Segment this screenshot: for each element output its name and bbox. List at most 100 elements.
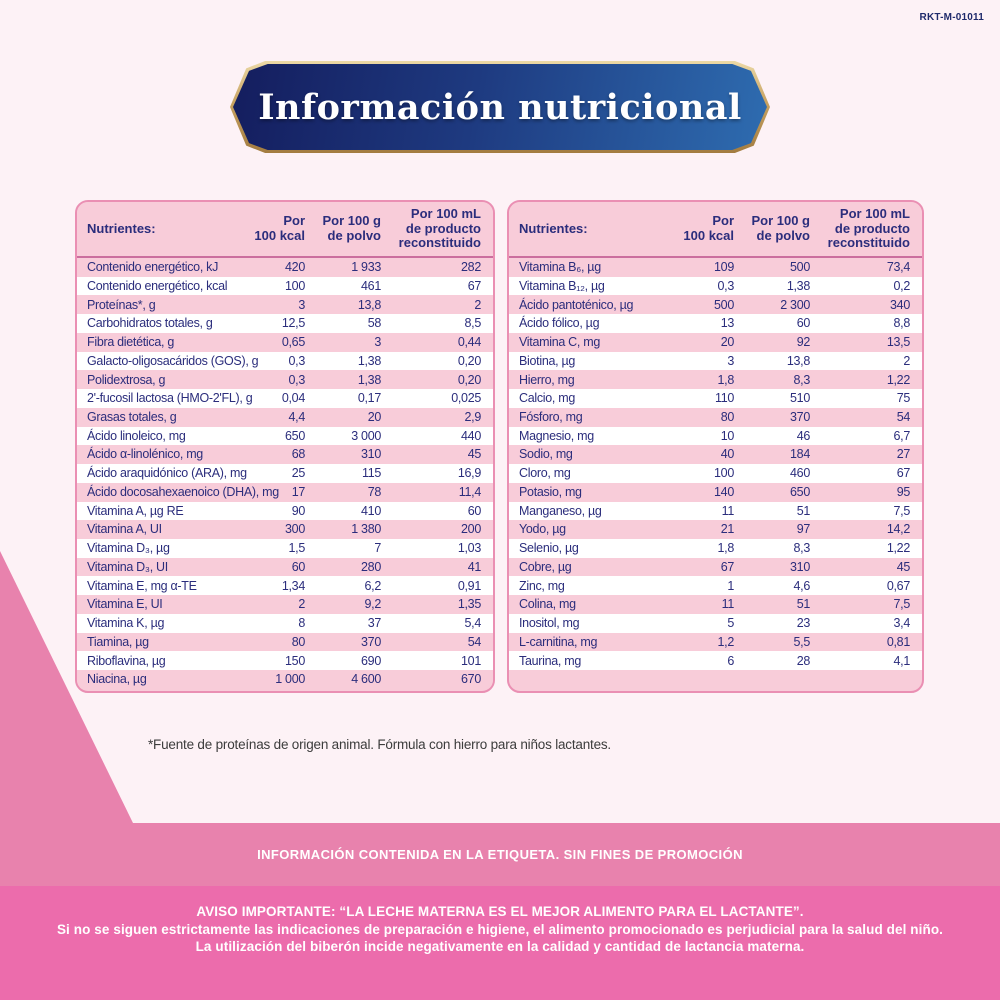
table-row: Fósforo, mg 80 370 54 — [509, 407, 922, 427]
table-row: Cloro, mg 100 460 67 — [509, 464, 922, 483]
table-row: Calcio, mg 110 510 75 — [509, 389, 922, 408]
header-nutrients: Nutrientes: — [87, 220, 156, 236]
value-per-100kcal: 1,2 — [717, 634, 735, 649]
table-row: Vitamina B₁₂, µg 0,3 1,38 0,2 — [509, 276, 922, 296]
value-per-100kcal: 150 — [285, 653, 305, 668]
value-per-100ml-reconstituted: 0,025 — [451, 391, 481, 406]
nutrient-name: Vitamina K, µg — [87, 616, 165, 631]
nutrient-name: Colina, mg — [519, 597, 576, 612]
nutrient-name: Cloro, mg — [519, 466, 571, 481]
value-per-100kcal: 0,3 — [288, 353, 306, 368]
nutrient-name: Contenido energético, kJ — [87, 260, 219, 275]
value-per-100kcal: 11 — [721, 503, 735, 518]
header-per-100kcal: Por 100 kcal — [254, 213, 305, 243]
value-per-100g-powder: 1,38 — [357, 353, 381, 368]
value-per-100ml-reconstituted: 54 — [896, 409, 911, 424]
nutrition-table-right: Nutrientes: Por 100 kcal Por 100 g de po… — [507, 200, 924, 693]
value-per-100ml-reconstituted: 1,35 — [457, 597, 481, 612]
value-per-100kcal: 68 — [291, 447, 306, 462]
table-row: Zinc, mg 1 4,6 0,67 — [509, 576, 922, 596]
value-per-100kcal: 500 — [714, 297, 734, 312]
table-row: Proteínas*, g 3 13,8 2 — [77, 295, 493, 315]
value-per-100g-powder: 370 — [361, 634, 381, 649]
header-per-100g-powder: Por 100 g de polvo — [322, 213, 381, 243]
value-per-100g-powder: 460 — [790, 466, 810, 481]
table-row: Cobre, µg 67 310 45 — [509, 557, 922, 577]
value-per-100g-powder: 310 — [361, 447, 381, 462]
value-per-100ml-reconstituted: 0,67 — [886, 578, 910, 593]
header-per-100g-powder: Por 100 g de polvo — [751, 213, 810, 243]
table-row: Yodo, µg 21 97 14,2 — [509, 520, 922, 540]
label-notice-band: INFORMACIÓN CONTENIDA EN LA ETIQUETA. SI… — [0, 823, 1000, 886]
value-per-100kcal: 0,3 — [717, 278, 735, 293]
nutrient-name: Ácido docosahexaenoico (DHA), mg — [87, 484, 279, 499]
table-row: Ácido pantoténico, µg 500 2 300 340 — [509, 295, 922, 315]
value-per-100ml-reconstituted: 0,44 — [457, 335, 481, 350]
value-per-100ml-reconstituted: 200 — [461, 522, 481, 537]
value-per-100ml-reconstituted: 340 — [890, 297, 910, 312]
nutrient-name: Tiamina, µg — [87, 634, 149, 649]
nutrient-name: Vitamina B₁₂, µg — [519, 278, 605, 293]
value-per-100kcal: 4,4 — [288, 409, 306, 424]
value-per-100kcal: 0,3 — [288, 372, 306, 387]
warning-line-3: La utilización del biberón incide negati… — [195, 939, 805, 954]
value-per-100g-powder: 7 — [374, 541, 381, 556]
table-row: Carbohidratos totales, g 12,5 58 8,5 — [77, 314, 493, 333]
nutrient-name: Ácido araquidónico (ARA), mg — [87, 466, 247, 481]
nutrient-name: Ácido linoleico, mg — [87, 428, 186, 443]
table-row: Manganeso, µg 11 51 7,5 — [509, 501, 922, 521]
value-per-100kcal: 0,65 — [281, 335, 305, 350]
value-per-100ml-reconstituted: 0,81 — [886, 634, 910, 649]
table-row: Magnesio, mg 10 46 6,7 — [509, 426, 922, 446]
value-per-100kcal: 100 — [285, 278, 305, 293]
table-row: Ácido docosahexaenoico (DHA), mg 17 78 1… — [77, 482, 493, 502]
value-per-100kcal: 1,8 — [717, 541, 735, 556]
value-per-100g-powder: 46 — [796, 428, 811, 443]
value-per-100ml-reconstituted: 0,20 — [457, 372, 481, 387]
value-per-100kcal: 5 — [727, 616, 734, 631]
value-per-100kcal: 109 — [714, 260, 734, 275]
table-row: Vitamina D₃, UI 60 280 41 — [77, 557, 493, 577]
value-per-100kcal: 110 — [714, 391, 734, 406]
value-per-100ml-reconstituted: 8,8 — [893, 316, 911, 331]
table-row: Colina, mg 11 51 7,5 — [509, 595, 922, 614]
value-per-100ml-reconstituted: 54 — [467, 634, 482, 649]
value-per-100g-powder: 310 — [790, 559, 810, 574]
value-per-100g-powder: 97 — [796, 522, 811, 537]
value-per-100g-powder: 461 — [361, 278, 381, 293]
nutrient-name: Vitamina A, UI — [87, 522, 162, 537]
nutrient-name: Selenio, µg — [519, 541, 579, 556]
label-notice-text: INFORMACIÓN CONTENIDA EN LA ETIQUETA. SI… — [257, 847, 743, 862]
value-per-100ml-reconstituted: 67 — [467, 278, 482, 293]
value-per-100g-powder: 280 — [361, 559, 381, 574]
value-per-100ml-reconstituted: 670 — [461, 672, 481, 687]
value-per-100g-powder: 20 — [367, 409, 382, 424]
table-row: Hierro, mg 1,8 8,3 1,22 — [509, 370, 922, 390]
nutrient-name: Potasio, mg — [519, 484, 582, 499]
table-row: Vitamina E, UI 2 9,2 1,35 — [77, 595, 493, 614]
value-per-100kcal: 8 — [298, 616, 305, 631]
value-per-100kcal: 90 — [291, 503, 306, 518]
table-row: Selenio, µg 1,8 8,3 1,22 — [509, 539, 922, 558]
value-per-100g-powder: 51 — [796, 503, 811, 518]
header-per-100ml-reconstituted: Por 100 mL de producto reconstituido — [827, 206, 910, 251]
table-row: Riboflavina, µg 150 690 101 — [77, 651, 493, 671]
value-per-100g-powder: 4 600 — [351, 672, 381, 687]
table-row: Ácido linoleico, mg 650 3 000 440 — [77, 426, 493, 446]
value-per-100ml-reconstituted: 75 — [896, 391, 911, 406]
value-per-100ml-reconstituted: 60 — [467, 503, 482, 518]
nutrient-name: Vitamina B₆, µg — [519, 260, 601, 275]
nutrient-name: Ácido pantoténico, µg — [519, 297, 634, 312]
value-per-100ml-reconstituted: 0,20 — [457, 353, 481, 368]
value-per-100g-powder: 60 — [796, 316, 811, 331]
nutrient-name: Inositol, mg — [519, 616, 580, 631]
value-per-100ml-reconstituted: 73,4 — [886, 260, 910, 275]
table-row: Taurina, mg 6 28 4,1 — [509, 651, 922, 671]
nutrient-name: Grasas totales, g — [87, 409, 177, 424]
value-per-100ml-reconstituted: 282 — [461, 260, 481, 275]
nutrient-name: L-carnitina, mg — [519, 634, 598, 649]
page-title: Información nutricional — [258, 86, 742, 128]
value-per-100g-powder: 0,17 — [357, 391, 381, 406]
value-per-100kcal: 21 — [720, 522, 735, 537]
title-banner-inner: Información nutricional — [233, 64, 767, 150]
